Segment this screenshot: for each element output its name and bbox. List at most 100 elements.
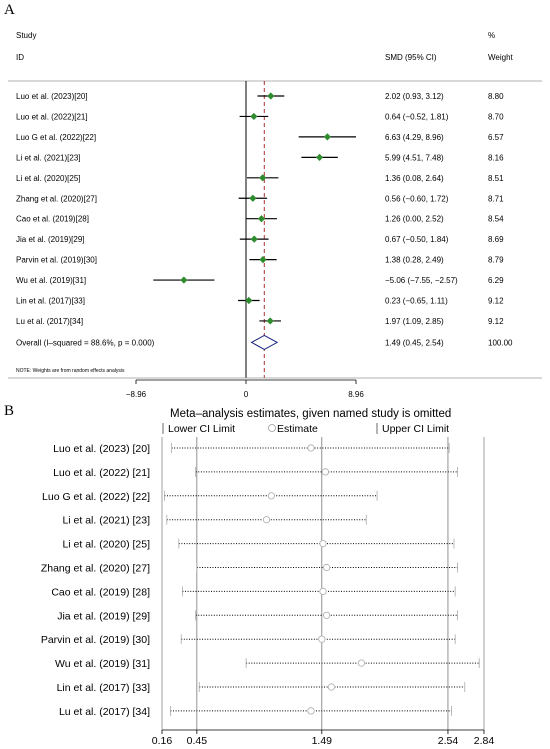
effect-marker	[257, 215, 266, 223]
column-header-smd: SMD (95% CI)	[385, 53, 437, 62]
weight-value: 8.69	[488, 235, 504, 244]
estimate-marker	[321, 468, 330, 476]
overall-ci-value: 1.49 (0.45, 2.54)	[385, 338, 444, 347]
estimate-marker	[307, 444, 315, 452]
estimate-marker	[327, 683, 336, 691]
omitted-study-label: Cao et al. (2019) [28]	[51, 586, 150, 598]
legend-estimate-marker	[268, 424, 276, 432]
legend-upper-label: Upper CI Limit	[382, 423, 449, 435]
smd-ci-value: 0.56 (−0.60, 1.72)	[385, 194, 449, 203]
smd-ci-value: 0.64 (−0.52, 1.81)	[385, 112, 449, 121]
omitted-study-label: Wu et al. (2019) [31]	[55, 658, 150, 670]
forest-plot-rows: Luo et al. (2023)[20] 2.02 (0.93, 3.12) 8.…	[16, 92, 513, 350]
axis-tick-label: 2.54	[438, 735, 459, 747]
smd-ci-value: 1.38 (0.28, 2.49)	[385, 256, 444, 265]
sensitivity-x-axis: 0.16 0.45 1.49 2.54 2.84	[152, 729, 495, 747]
weight-value: 8.70	[488, 112, 504, 121]
study-label: Luo et al. (2022)[21]	[16, 112, 88, 121]
omitted-study-label: Li et al. (2021) [23]	[62, 515, 150, 527]
study-label: Zhang et al. (2020)[27]	[16, 194, 97, 203]
effect-marker	[315, 153, 324, 161]
weight-value: 6.29	[488, 276, 504, 285]
effect-marker	[249, 194, 257, 202]
weight-value: 9.12	[488, 297, 504, 306]
axis-tick-label: 0	[244, 390, 249, 399]
omitted-study-label: Luo G et al. (2022) [22]	[42, 491, 150, 503]
panel-a-label: A	[4, 2, 15, 18]
omitted-study-label: Li et al. (2020) [25]	[62, 539, 150, 551]
forest-x-axis: −8.96 0 8.96	[126, 379, 364, 399]
effect-marker	[266, 317, 274, 325]
omitted-study-label: Zhang et al. (2020) [27]	[41, 563, 150, 575]
column-header-percent: %	[488, 31, 495, 40]
effect-marker	[259, 256, 267, 264]
column-header-weight: Weight	[488, 53, 514, 62]
effect-marker	[180, 276, 188, 284]
smd-ci-value: 2.02 (0.93, 3.12)	[385, 92, 444, 101]
effect-marker	[250, 235, 258, 243]
weight-value: 8.80	[488, 92, 504, 101]
weight-value: 9.12	[488, 317, 504, 326]
legend-lower-label: Lower CI Limit	[168, 423, 235, 435]
column-header-id: ID	[16, 53, 24, 62]
study-label: Parvin et al. (2019)[30]	[16, 256, 97, 265]
estimate-marker	[319, 539, 327, 548]
estimate-marker	[323, 611, 331, 619]
weight-value: 8.71	[488, 194, 504, 203]
estimate-marker	[357, 659, 366, 667]
axis-tick-label: 0.45	[187, 735, 208, 747]
estimate-marker	[267, 492, 275, 500]
axis-tick-label: 1.49	[312, 735, 333, 747]
estimate-marker	[319, 587, 327, 596]
weight-value: 8.16	[488, 153, 504, 162]
effect-marker	[245, 296, 253, 305]
sensitivity-legend: Lower CI Limit Estimate Upper CI Limit	[162, 423, 449, 435]
axis-tick-label: 8.96	[348, 390, 364, 399]
column-header-study: Study	[16, 31, 36, 40]
smd-ci-value: 5.99 (4.51, 7.48)	[385, 153, 444, 162]
sensitivity-rows: Luo et al. (2023) [20] Luo et al. (2022) …	[41, 443, 480, 718]
effect-marker	[250, 112, 258, 121]
overall-label: Overall (I–squared = 88.6%, p = 0.000)	[16, 338, 155, 347]
omitted-study-label: Lu et al. (2017) [34]	[59, 706, 150, 718]
study-label: Luo G et al. (2022)[22]	[16, 133, 96, 142]
omitted-study-label: Luo et al. (2022) [21]	[53, 467, 150, 479]
study-label: Cao et al. (2019)[28]	[16, 215, 89, 224]
smd-ci-value: 0.23 (−0.65, 1.11)	[385, 297, 448, 306]
smd-ci-value: 6.63 (4.29, 8.96)	[385, 133, 444, 142]
effect-marker	[323, 133, 331, 141]
study-label: Lin et al. (2017)[33]	[16, 297, 85, 306]
axis-tick-label: 2.84	[474, 735, 495, 747]
forest-plot-grid	[245, 81, 265, 378]
axis-tick-label: −8.96	[126, 390, 147, 399]
smd-ci-value: 1.97 (1.09, 2.85)	[385, 317, 444, 326]
study-label: Jia et al. (2019)[29]	[16, 235, 84, 244]
smd-ci-value: 0.67 (−0.50, 1.84)	[385, 235, 449, 244]
omitted-study-label: Parvin et al. (2019) [30]	[41, 634, 150, 646]
pooled-diamond	[250, 334, 279, 350]
weight-value: 6.57	[488, 133, 504, 142]
panel-b-label: B	[4, 403, 14, 419]
estimate-marker	[262, 516, 271, 524]
axis-tick-label: 0.16	[152, 735, 173, 747]
sensitivity-title: Meta–analysis estimates, given named stu…	[170, 408, 451, 420]
legend-estimate-label: Estimate	[277, 423, 318, 435]
effect-marker	[267, 92, 275, 100]
study-label: Luo et al. (2023)[20]	[16, 92, 88, 101]
smd-ci-value: −5.06 (−7.55, −2.57)	[385, 276, 458, 285]
omitted-study-label: Luo et al. (2023) [20]	[53, 443, 150, 455]
overall-weight-value: 100.00	[488, 338, 513, 347]
effect-marker	[259, 174, 267, 182]
estimate-marker	[307, 707, 315, 715]
estimate-marker	[318, 635, 326, 643]
study-label: Lu et al. (2017)[34]	[16, 317, 83, 326]
sensitivity-grid	[161, 437, 485, 730]
weight-value: 8.54	[488, 215, 504, 224]
smd-ci-value: 1.36 (0.08, 2.64)	[385, 174, 444, 183]
smd-ci-value: 1.26 (0.00, 2.52)	[385, 215, 444, 224]
weight-value: 8.51	[488, 174, 504, 183]
weights-note: NOTE: Weights are from random effects an…	[16, 368, 125, 374]
study-label: Wu et al. (2019)[31]	[16, 276, 86, 285]
omitted-study-label: Lin et al. (2017) [33]	[57, 682, 150, 694]
